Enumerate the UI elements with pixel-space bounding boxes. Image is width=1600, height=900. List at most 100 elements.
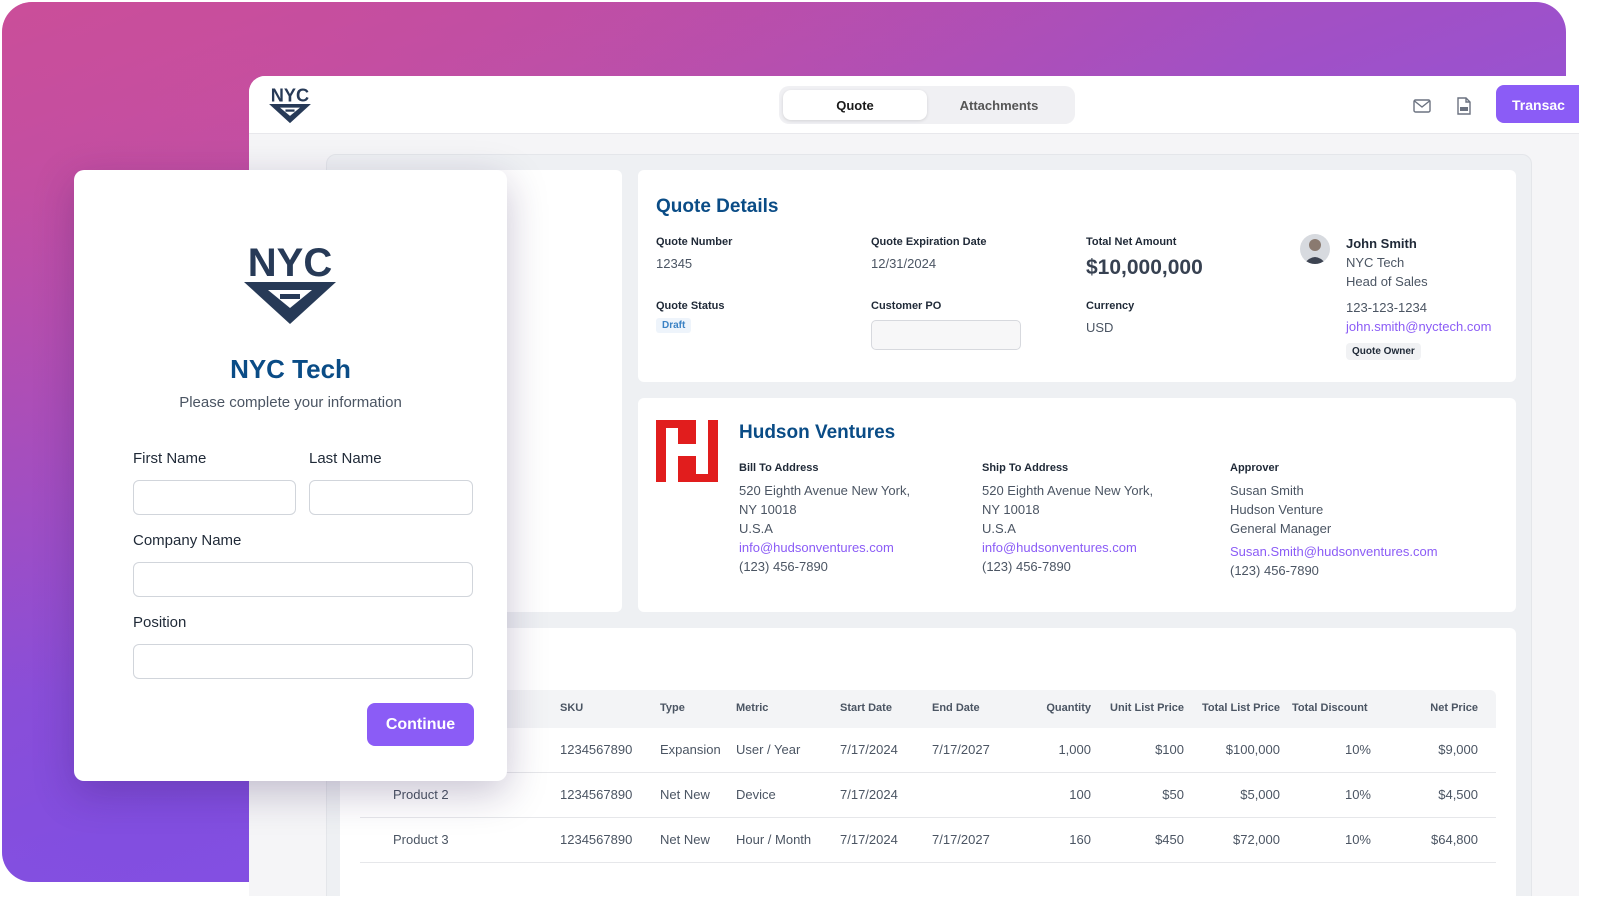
person-icon: [1304, 239, 1326, 264]
pdf-icon[interactable]: [1454, 96, 1474, 116]
bill-email-link[interactable]: info@hudsonventures.com: [739, 540, 894, 555]
quote-details-card: Quote Details Quote Number 12345 Quote E…: [638, 170, 1516, 382]
bill-to-address: 520 Eighth Avenue New York, NY 10018 U.S…: [739, 481, 910, 576]
row-net-price: $4,500: [1438, 787, 1478, 802]
info-modal: NYC NYC Tech Please complete your inform…: [74, 170, 507, 781]
continue-button[interactable]: Continue: [367, 703, 474, 746]
first-name-label: First Name: [133, 450, 207, 467]
bill-to-label: Bill To Address: [739, 462, 819, 474]
ship-phone: (123) 456-7890: [982, 559, 1071, 574]
col-sku[interactable]: SKU: [560, 702, 584, 714]
owner-company: NYC Tech: [1346, 255, 1405, 270]
ship-to-label: Ship To Address: [982, 462, 1069, 474]
top-bar: NYC Quote Attachments Transac: [249, 76, 1579, 134]
row-total-price: $72,000: [1233, 832, 1280, 847]
col-start-date[interactable]: Start Date: [840, 702, 892, 714]
company-name-input[interactable]: [133, 562, 473, 597]
row-discount: 10%: [1344, 742, 1371, 757]
approver-label: Approver: [1230, 462, 1279, 474]
row-metric: Device: [736, 787, 776, 802]
position-input[interactable]: [133, 644, 473, 679]
ship-line3: U.S.A: [982, 521, 1016, 536]
bill-phone: (123) 456-7890: [739, 559, 828, 574]
approver-role: General Manager: [1230, 521, 1332, 536]
ship-line1: 520 Eighth Avenue New York,: [982, 483, 1154, 498]
modal-logo-lettering: NYC: [248, 241, 332, 285]
quote-number-label: Quote Number: [656, 236, 733, 248]
transact-button[interactable]: Transac: [1496, 85, 1579, 123]
row-start-date: 7/17/2024: [840, 787, 898, 802]
col-end-date[interactable]: End Date: [932, 702, 980, 714]
row-metric: Hour / Month: [736, 832, 812, 847]
customer-name: Hudson Ventures: [739, 422, 896, 443]
approver-name: Susan Smith: [1230, 483, 1304, 498]
row-product: Product 3: [393, 832, 449, 847]
table-row[interactable]: 1234567890 Expansion User / Year 7/17/20…: [360, 728, 1496, 773]
customer-po-label: Customer PO: [871, 300, 942, 312]
row-unit-price: $50: [1162, 787, 1184, 802]
owner-role: Head of Sales: [1346, 274, 1428, 289]
owner-email-link[interactable]: john.smith@nyctech.com: [1346, 319, 1492, 334]
bill-line1: 520 Eighth Avenue New York,: [739, 483, 911, 498]
row-start-date: 7/17/2024: [840, 742, 898, 757]
logo-lettering: NYC: [271, 85, 309, 105]
modal-subtitle: Please complete your information: [179, 394, 402, 411]
col-metric[interactable]: Metric: [736, 702, 769, 714]
row-unit-price: $450: [1155, 832, 1184, 847]
owner-name: John Smith: [1346, 236, 1417, 251]
last-name-input[interactable]: [309, 480, 473, 515]
row-end-date: 7/17/2027: [932, 742, 990, 757]
first-name-input[interactable]: [133, 480, 296, 515]
avatar: [1300, 234, 1330, 264]
customer-po-input[interactable]: [871, 320, 1021, 350]
col-unit-list-price[interactable]: Unit List Price: [1110, 702, 1184, 714]
nyc-tech-logo-icon: NYC: [244, 241, 336, 324]
line-items-card: SKU Type Metric Start Date End Date Quan…: [340, 628, 1516, 896]
mail-icon[interactable]: [1412, 96, 1432, 116]
total-net-label: Total Net Amount: [1086, 236, 1177, 248]
col-type[interactable]: Type: [660, 702, 685, 714]
ship-line2: NY 10018: [982, 502, 1040, 517]
row-sku: 1234567890: [560, 742, 633, 757]
quote-expiration-label: Quote Expiration Date: [871, 236, 987, 248]
col-quantity[interactable]: Quantity: [1046, 702, 1091, 714]
quote-status-label: Quote Status: [656, 300, 725, 312]
row-start-date: 7/17/2024: [840, 832, 898, 847]
col-total-discount[interactable]: Total Discount: [1292, 702, 1368, 714]
approver-email-link[interactable]: Susan.Smith@hudsonventures.com: [1230, 544, 1438, 559]
hudson-ventures-logo-icon: [656, 420, 718, 482]
modal-title: NYC Tech: [230, 354, 351, 384]
quote-details-title: Quote Details: [656, 196, 779, 217]
col-total-list-price[interactable]: Total List Price: [1201, 702, 1280, 714]
row-type: Expansion: [660, 742, 721, 757]
row-quantity: 100: [1069, 787, 1091, 802]
quote-number-value: 12345: [656, 256, 693, 271]
row-end-date: 7/17/2027: [932, 832, 990, 847]
approver-phone: (123) 456-7890: [1230, 563, 1319, 578]
total-net-value: $10,000,000: [1086, 256, 1203, 279]
row-metric: User / Year: [736, 742, 801, 757]
last-name-label: Last Name: [309, 450, 382, 467]
nyc-tech-logo-icon[interactable]: NYC: [267, 84, 313, 124]
ship-email-link[interactable]: info@hudsonventures.com: [982, 540, 1137, 555]
approver-company: Hudson Venture: [1230, 502, 1324, 517]
row-net-price: $9,000: [1438, 742, 1478, 757]
table-row[interactable]: Product 3 1234567890 Net New Hour / Mont…: [360, 818, 1496, 863]
row-total-price: $100,000: [1225, 742, 1280, 757]
row-total-price: $5,000: [1240, 787, 1280, 802]
row-discount: 10%: [1344, 832, 1371, 847]
position-label: Position: [133, 614, 187, 631]
row-type: Net New: [660, 832, 710, 847]
col-net-price[interactable]: Net Price: [1430, 702, 1478, 714]
currency-label: Currency: [1086, 300, 1135, 312]
row-product: Product 2: [393, 787, 449, 802]
tab-quote[interactable]: Quote: [783, 90, 927, 120]
view-tabs: Quote Attachments: [779, 86, 1075, 124]
tab-attachments[interactable]: Attachments: [959, 97, 1039, 113]
company-name-label: Company Name: [133, 532, 242, 549]
table-row[interactable]: Product 2 1234567890 Net New Device 7/17…: [360, 773, 1496, 818]
bill-line3: U.S.A: [739, 521, 773, 536]
quote-owner-badge: Quote Owner: [1346, 343, 1421, 360]
currency-value: USD: [1086, 320, 1114, 335]
row-net-price: $64,800: [1431, 832, 1478, 847]
